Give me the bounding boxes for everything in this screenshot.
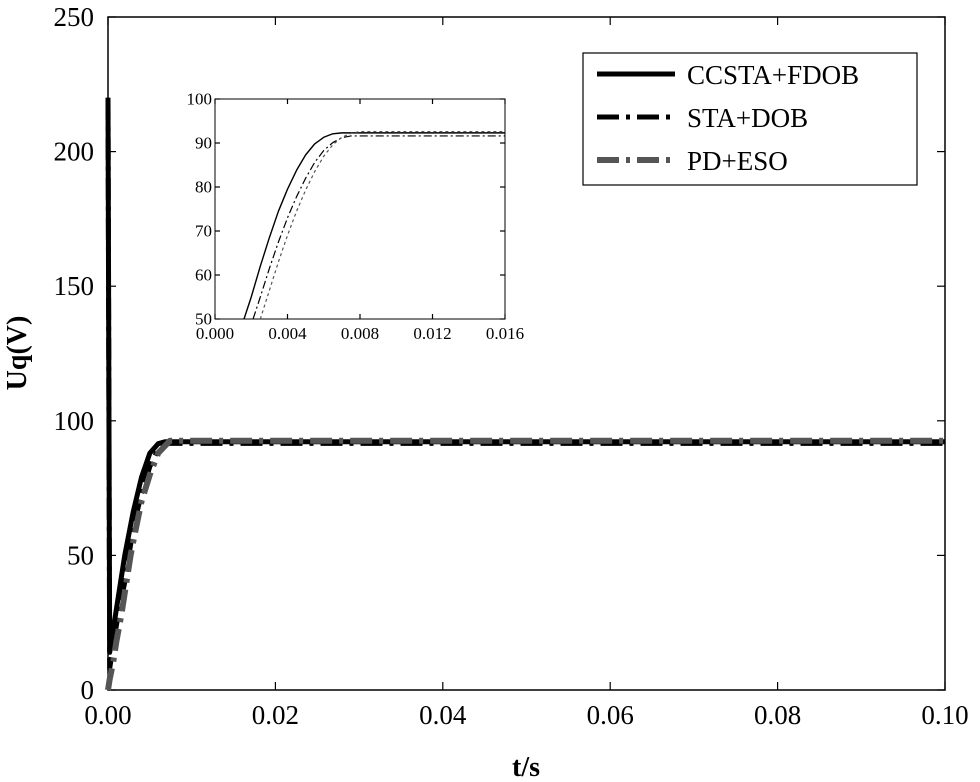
- inset-x-tick-label: 0.000: [196, 324, 234, 343]
- main-series-lines: [105, 97, 945, 691]
- inset-y-tick-label: 70: [195, 222, 212, 241]
- main-series-line-pd-eso: [105, 437, 945, 691]
- main-x-ticks: 0.00 0.02 0.04 0.06 0.08 0.10: [84, 17, 969, 730]
- legend-label-ccsta-fdob: CCSTA+FDOB: [687, 60, 859, 90]
- inset-y-tick-label: 60: [195, 266, 212, 285]
- main-y-tick-label: 50: [67, 540, 94, 570]
- inset-y-tick-label: 100: [187, 90, 213, 109]
- inset-series-line-pd-eso: [259, 130, 505, 320]
- main-y-tick-label: 200: [54, 137, 95, 167]
- inset-y-tick-label: 80: [195, 178, 212, 197]
- main-y-tick-label: 150: [54, 271, 95, 301]
- inset-x-ticks: 0.000 0.004 0.008 0.012 0.016: [196, 99, 524, 343]
- main-x-tick-label: 0.02: [252, 700, 299, 730]
- legend-label-sta-dob: STA+DOB: [687, 103, 808, 133]
- inset-y-ticks: 50 60 70 80 90 100: [187, 90, 505, 329]
- main-y-tick-label: 100: [54, 406, 95, 436]
- inset-x-tick-label: 0.008: [341, 324, 379, 343]
- inset-series-lines: [243, 130, 505, 320]
- y-axis-label: Uq(V): [2, 316, 33, 391]
- inset-y-tick-label: 90: [195, 134, 212, 153]
- inset-x-tick-label: 0.004: [268, 324, 307, 343]
- main-x-tick-label: 0.08: [754, 700, 801, 730]
- x-axis-label: t/s: [512, 752, 540, 782]
- main-x-tick-label: 0.00: [84, 700, 131, 730]
- inset-plot: 0.000 0.004 0.008 0.012 0.016 50 60 70 80 90 100: [187, 90, 525, 344]
- main-y-tick-label: 0: [81, 675, 95, 705]
- main-x-tick-label: 0.04: [419, 700, 467, 730]
- main-x-tick-label: 0.06: [587, 700, 634, 730]
- inset-y-tick-label: 50: [195, 310, 212, 329]
- inset-x-tick-label: 0.016: [486, 324, 524, 343]
- inset-x-tick-label: 0.012: [413, 324, 451, 343]
- main-y-ticks: 0 50 100 150 200 250: [54, 2, 945, 705]
- inset-plot-frame: [214, 98, 506, 320]
- inset-series-line-sta-dob: [252, 135, 505, 320]
- inset-series-line-ccsta-fdob: [243, 132, 505, 320]
- main-y-tick-label: 250: [54, 2, 95, 32]
- legend-label-pd-eso: PD+ESO: [687, 146, 788, 176]
- legend: CCSTA+FDOB STA+DOB PD+ESO: [582, 52, 918, 186]
- main-x-tick-label: 0.10: [921, 700, 968, 730]
